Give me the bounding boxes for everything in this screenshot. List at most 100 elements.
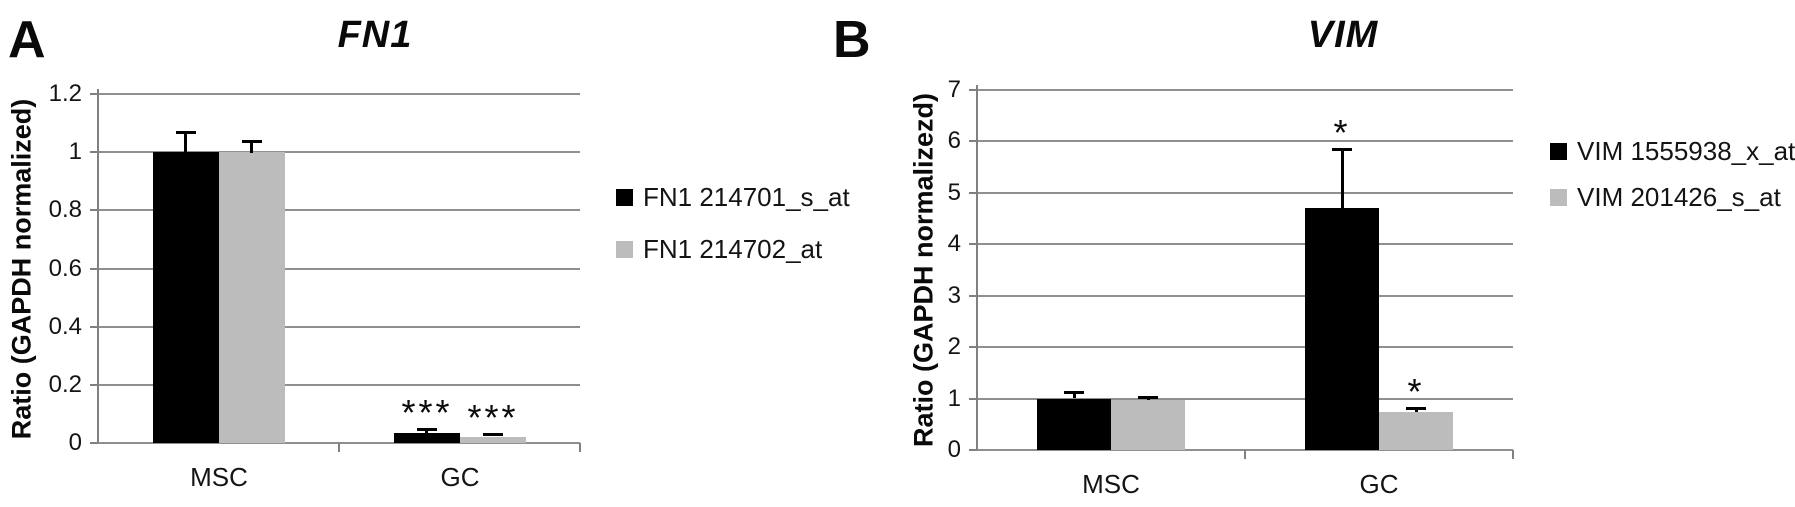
error-bar-cap [1138, 396, 1158, 399]
legend-label: VIM 201426_s_at [1577, 182, 1781, 212]
x-axis-tick [1244, 450, 1246, 459]
gridline [977, 89, 1513, 91]
significance-marker: *** [467, 397, 519, 438]
y-axis-tick [969, 449, 977, 451]
bar [1379, 412, 1453, 450]
x-axis-tick [338, 443, 340, 452]
panel-a-label: A [8, 11, 46, 69]
y-tick-label: 1 [68, 138, 82, 165]
x-axis-tick [579, 443, 581, 452]
y-axis-tick [969, 346, 977, 348]
significance-marker: * [1407, 371, 1425, 412]
y-axis-tick [969, 243, 977, 245]
x-category-label: MSC [1082, 469, 1140, 499]
gridline [98, 268, 580, 270]
error-bar-cap [242, 140, 262, 143]
gridline [977, 140, 1513, 142]
gridline [977, 192, 1513, 194]
bar [1305, 208, 1379, 450]
error-bar [1341, 149, 1344, 208]
gridline [977, 346, 1513, 348]
y-axis-tick [969, 295, 977, 297]
bar [1111, 400, 1185, 450]
y-tick-label: 1 [947, 385, 961, 412]
y-axis-tick [90, 384, 98, 386]
gridline [977, 243, 1513, 245]
bar [219, 152, 285, 443]
chart-b-legend: VIM 1555938_x_at VIM 201426_s_at [1550, 136, 1795, 228]
y-tick-label: 7 [947, 76, 961, 103]
legend-label: VIM 1555938_x_at [1577, 136, 1795, 166]
significance-marker: *** [401, 392, 453, 433]
error-bar [1073, 392, 1076, 398]
y-tick-label: 6 [947, 127, 961, 154]
error-bar-cap [1406, 407, 1426, 410]
y-axis-tick [90, 209, 98, 211]
y-tick-label: 2 [947, 333, 961, 360]
y-tick-label: 4 [947, 230, 961, 257]
legend-item: VIM 1555938_x_at [1550, 136, 1795, 167]
error-bar-cap [1064, 391, 1084, 394]
legend-label: FN1 214702_at [643, 234, 823, 264]
panel-b-label: B [833, 11, 871, 69]
legend-swatch [616, 241, 633, 258]
legend-swatch [616, 189, 633, 206]
error-bar [250, 141, 253, 153]
y-tick-label: 0.8 [48, 196, 82, 223]
error-bar-cap [417, 428, 437, 431]
gridline [98, 326, 580, 328]
y-tick-label: 0.6 [48, 255, 82, 282]
y-tick-label: 0 [68, 429, 82, 456]
significance-marker: * [1333, 112, 1351, 153]
error-bar-cap [483, 433, 503, 436]
bar [394, 433, 460, 443]
y-tick-label: 3 [947, 282, 961, 309]
error-bar [184, 132, 187, 152]
y-tick-label: 0.4 [48, 313, 82, 340]
y-tick-label: 0.2 [48, 371, 82, 398]
y-axis-tick [90, 442, 98, 444]
y-axis-tick [90, 326, 98, 328]
bar [1037, 399, 1111, 450]
chart-a-title: FN1 [337, 14, 413, 56]
legend-swatch [1550, 143, 1567, 160]
y-axis-tick [90, 151, 98, 153]
gridline [98, 384, 580, 386]
error-bar-cap [1332, 148, 1352, 151]
x-axis-tick [1512, 450, 1514, 459]
legend-item: FN1 214702_at [616, 234, 822, 265]
y-axis-tick [969, 398, 977, 400]
gridline [98, 209, 580, 211]
x-category-label: MSC [190, 462, 248, 492]
y-tick-label: 1.2 [48, 80, 82, 107]
gridline [977, 295, 1513, 297]
gridline [98, 151, 580, 153]
bar [460, 437, 526, 443]
legend-swatch [1550, 189, 1567, 206]
y-axis-tick [90, 268, 98, 270]
error-bar [1415, 408, 1418, 412]
y-axis-tick [969, 192, 977, 194]
y-axis-tick [969, 89, 977, 91]
y-tick-label: 0 [947, 436, 961, 463]
chart-a-legend: FN1 214701_s_at FN1 214702_at [616, 182, 866, 286]
y-axis-tick [90, 93, 98, 95]
error-bar-cap [176, 131, 196, 134]
gridline [98, 93, 580, 95]
y-axis-tick [969, 140, 977, 142]
y-axis-line [97, 89, 99, 443]
gridline [977, 398, 1513, 400]
x-category-label: GC [440, 462, 480, 492]
legend-label: FN1 214701_s_at [643, 182, 850, 212]
legend-item: VIM 201426_s_at [1550, 182, 1781, 213]
x-category-label: GC [1359, 469, 1399, 499]
y-tick-label: 5 [947, 179, 961, 206]
error-bar [425, 429, 428, 433]
bar [153, 152, 219, 443]
legend-item: FN1 214701_s_at [616, 182, 850, 213]
y-axis-line [976, 85, 978, 450]
chart-b-title: VIM [1307, 14, 1379, 56]
